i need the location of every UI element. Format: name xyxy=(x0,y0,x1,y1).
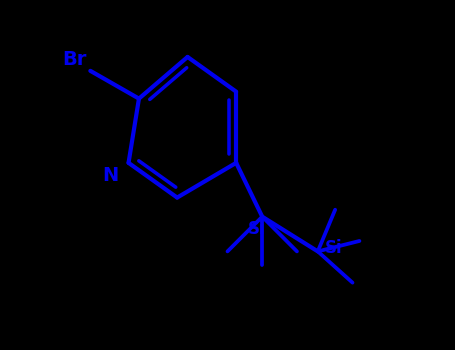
Text: Si: Si xyxy=(325,239,342,257)
Text: Br: Br xyxy=(62,50,87,69)
Text: N: N xyxy=(102,166,118,185)
Text: Si: Si xyxy=(248,220,266,238)
